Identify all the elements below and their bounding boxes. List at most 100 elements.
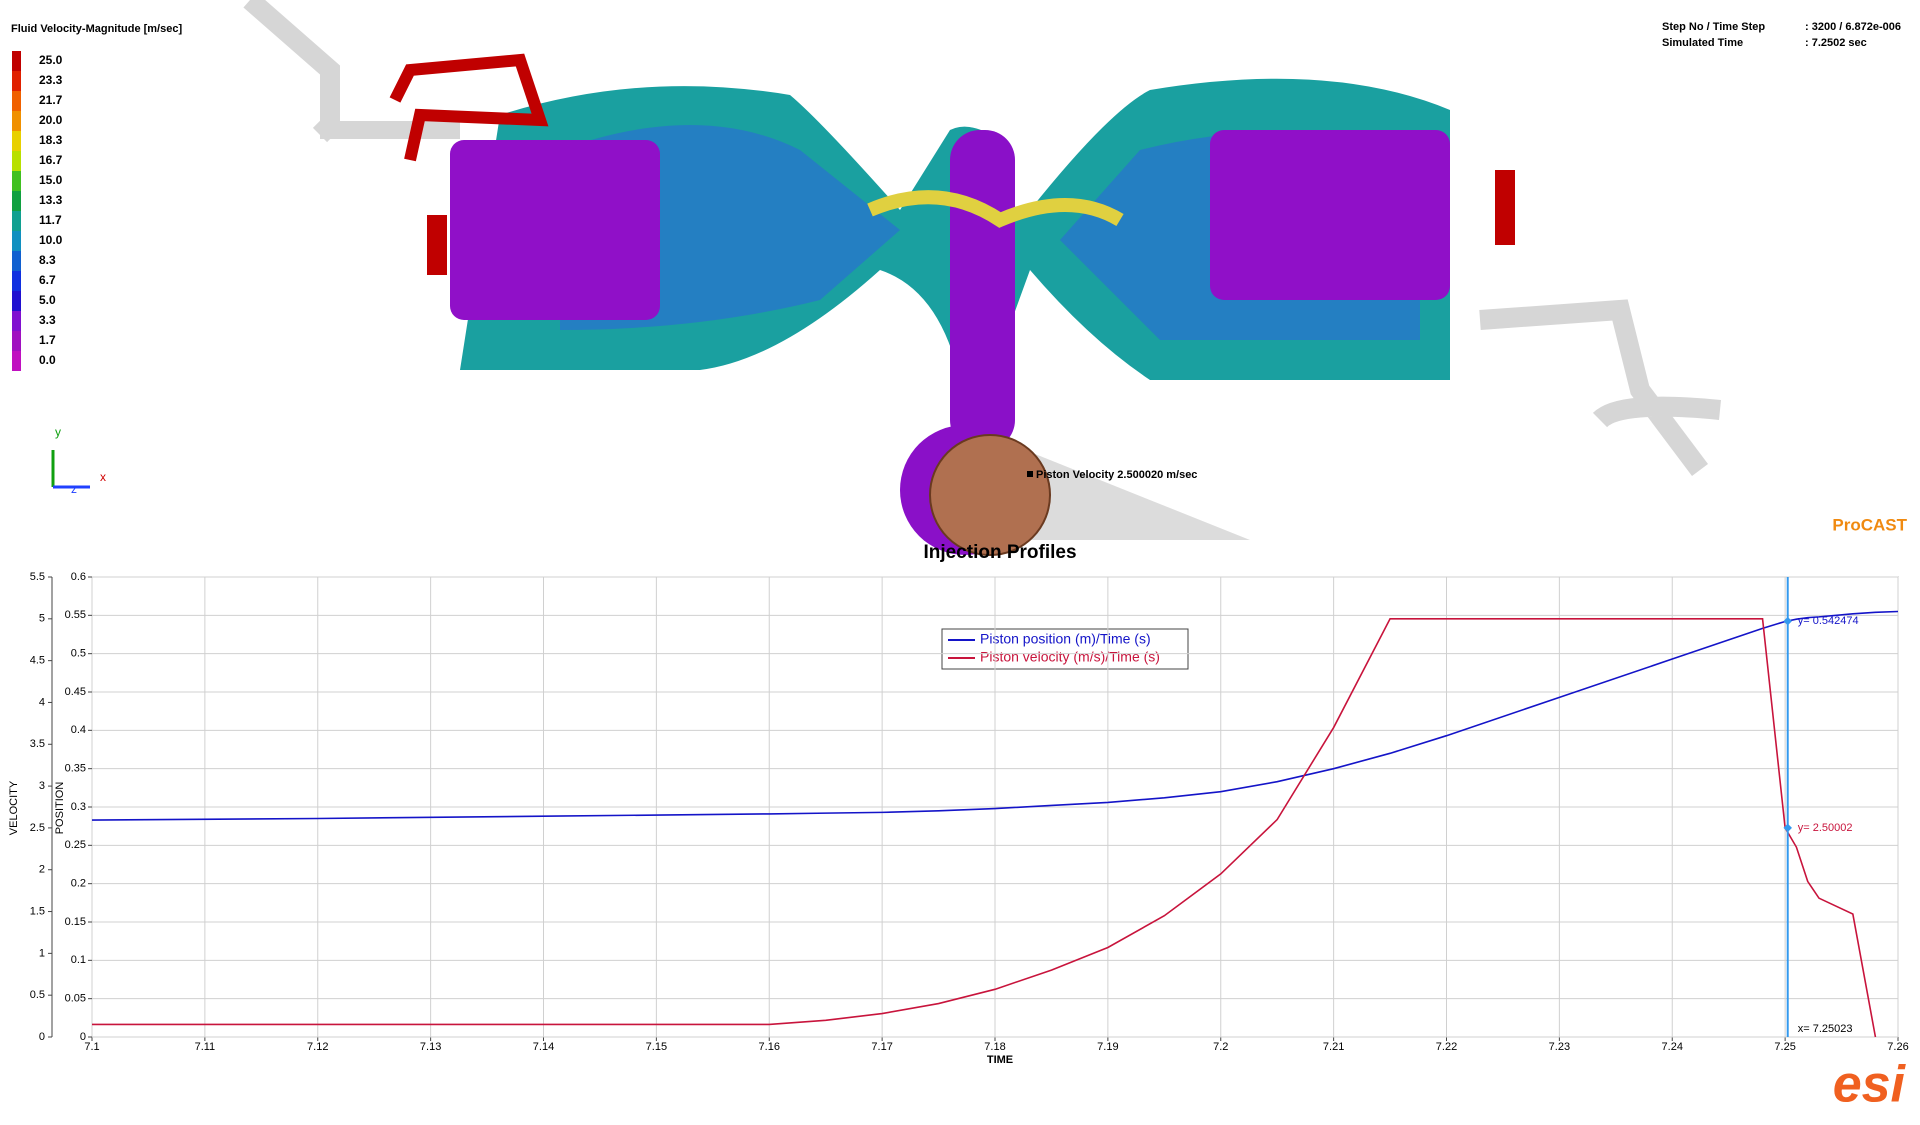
hot-zone: [867, 190, 1124, 228]
series-line: [91, 610, 1899, 821]
colorbar-swatch: [12, 311, 21, 331]
colorbar-label: 10.0: [39, 233, 63, 247]
y-tick-label: 1.5: [30, 905, 45, 917]
x-tick-label: 7.22: [1436, 1041, 1457, 1053]
y2-tick-label: 0.2: [71, 878, 86, 890]
shot-sleeve: [1000, 440, 1250, 540]
y2-tick-label: 0.4: [71, 724, 86, 736]
colorbar-swatch: [12, 351, 21, 371]
x-tick-label: 7.1: [84, 1041, 99, 1053]
gray-pipe: [243, 0, 340, 143]
y2-tick-label: 0.05: [65, 993, 86, 1005]
triad-y-label: y: [55, 425, 61, 439]
colorbar-label: 25.0: [39, 53, 63, 67]
y-tick-label: 3.5: [30, 738, 45, 750]
colorbar-swatch: [12, 211, 21, 231]
x-tick-label: 7.25: [1774, 1041, 1795, 1053]
model-view: Piston Velocity 2.500020 m/sec: [243, 0, 1721, 556]
y2-tick-label: 0.6: [71, 571, 86, 583]
cursor-marker: [1783, 823, 1792, 833]
legend-box: [941, 628, 1189, 670]
colorbar-label: 15.0: [39, 173, 63, 187]
colorbar-swatch: [12, 91, 21, 111]
colorbar-label: 18.3: [39, 133, 63, 147]
y-axis-title: VELOCITY: [8, 780, 20, 835]
legend: Piston position (m)/Time (s) Piston veloc…: [941, 628, 1189, 670]
colorbar-label: 20.0: [39, 113, 63, 127]
y-tick-label: 2.5: [30, 822, 45, 834]
colorbar-label: 5.0: [39, 293, 56, 307]
x-tick-label: 7.15: [646, 1041, 667, 1053]
x-tick-label: 7.23: [1549, 1041, 1570, 1053]
probe-label: Piston Velocity 2.500020 m/sec: [1036, 469, 1197, 481]
colorbar-label: 21.7: [39, 93, 63, 107]
logo: esi: [1833, 1056, 1907, 1114]
y2-tick-label: 0: [80, 1031, 86, 1043]
y-tick-label: 0: [39, 1031, 45, 1043]
brand: ProCAST: [1832, 515, 1907, 534]
y2-tick-label: 0.35: [65, 763, 86, 775]
y-tick-label: 5: [39, 613, 45, 625]
y-tick-label: 4.5: [30, 655, 45, 667]
y2-tick-label: 0.1: [71, 954, 86, 966]
axis-triad: y x z: [51, 425, 106, 496]
left-cavity: [450, 140, 660, 320]
x-tick-label: 7.24: [1662, 1041, 1683, 1053]
x-tick-label: 7.19: [1097, 1041, 1118, 1053]
colorbar-swatch: [12, 251, 21, 271]
triad-x-label: x: [100, 470, 106, 484]
y2-tick-label: 0.15: [65, 916, 86, 928]
y-tick-label: 1: [39, 947, 45, 959]
colorbar-swatch: [12, 131, 21, 151]
chart-title: Injection Profiles: [923, 542, 1076, 563]
biscuit: [950, 130, 1015, 450]
overflow: [1495, 170, 1515, 245]
colorbar-swatch: [12, 191, 21, 211]
y2-tick-label: 0.3: [71, 801, 86, 813]
overflow: [427, 215, 447, 275]
colorbar-swatch: [12, 291, 21, 311]
y2-tick-label: 0.45: [65, 686, 86, 698]
x-tick-label: 7.12: [307, 1041, 328, 1053]
colorbar-swatch: [12, 271, 21, 291]
legend-label: Piston velocity (m/s)/Time (s): [980, 649, 1160, 665]
x-tick-label: 7.18: [984, 1041, 1005, 1053]
y-tick-label: 3: [39, 780, 45, 792]
colorbar-label: 6.7: [39, 273, 56, 287]
colorbar-swatch: [12, 151, 21, 171]
time-value: : 7.2502 sec: [1805, 37, 1867, 49]
colorbar-label: 3.3: [39, 313, 56, 327]
right-cavity: [1210, 130, 1450, 300]
y-tick-label: 2: [39, 864, 45, 876]
legend-label: Piston position (m)/Time (s): [980, 631, 1151, 647]
x-tick-label: 7.17: [871, 1041, 892, 1053]
cursor-marker: [1783, 616, 1792, 626]
y-tick-label: 4: [39, 696, 45, 708]
x-tick-label: 7.21: [1323, 1041, 1344, 1053]
y2-tick-label: 0.5: [71, 648, 86, 660]
cursor-value-label: y= 2.50002: [1798, 822, 1853, 834]
x-tick-label: 7.26: [1887, 1041, 1908, 1053]
cursor-value-label: y= 0.542474: [1798, 615, 1859, 627]
colorbar-label: 0.0: [39, 353, 56, 367]
colorbar-swatch: [12, 171, 21, 191]
y2-tick-label: 0.55: [65, 609, 86, 621]
y-tick-label: 5.5: [30, 571, 45, 583]
step-label: Step No / Time Step: [1662, 21, 1765, 33]
y-tick-label: 0.5: [30, 989, 45, 1001]
x-tick-label: 7.11: [195, 1041, 216, 1053]
colorbar-swatch: [12, 51, 21, 71]
series-line: [92, 618, 1877, 1038]
colorbar-label: 16.7: [39, 153, 63, 167]
y2-tick-label: 0.25: [65, 839, 86, 851]
colorbar-label: 11.7: [39, 213, 62, 227]
y2-axis-title: POSITION: [54, 782, 66, 835]
colorbar-label: 1.7: [39, 333, 56, 347]
x-tick-label: 7.2: [1213, 1041, 1228, 1053]
x-tick-label: 7.16: [759, 1041, 780, 1053]
x-tick-label: 7.13: [420, 1041, 441, 1053]
cursor-x-label: x= 7.25023: [1798, 1023, 1853, 1035]
x-tick-label: 7.14: [533, 1041, 554, 1053]
